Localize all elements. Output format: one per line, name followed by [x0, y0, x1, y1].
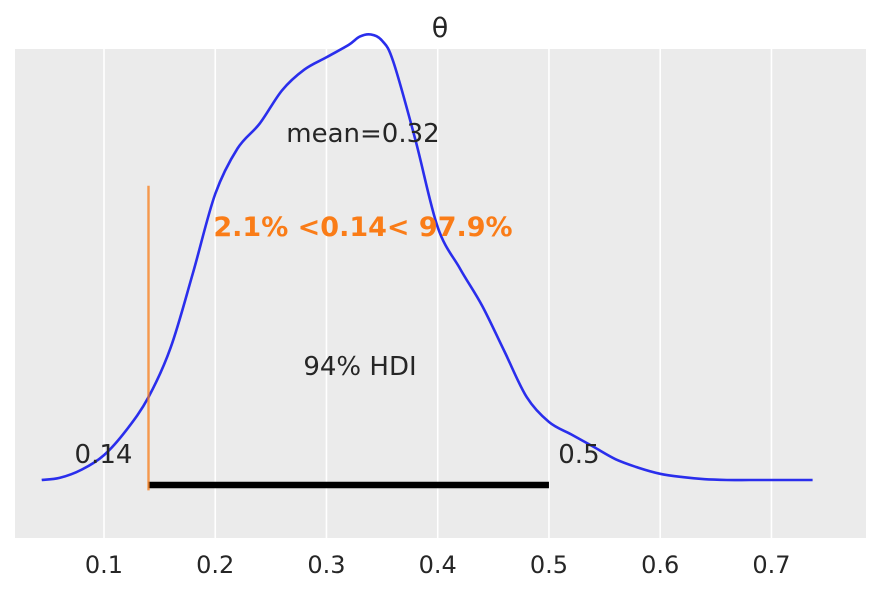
- x-tick-label: 0.5: [530, 551, 568, 579]
- plot-background: [15, 49, 866, 538]
- mean-label: mean=0.32: [286, 119, 439, 149]
- hdi-label: 94% HDI: [303, 352, 416, 382]
- grid-lines: [103, 49, 773, 538]
- x-axis-ticks: 0.1 0.2 0.3 0.4 0.5 0.6 0.7: [85, 551, 791, 579]
- chart-title: θ: [432, 13, 449, 44]
- hdi-low-label: 0.14: [75, 440, 133, 470]
- x-tick-label: 0.2: [196, 551, 234, 579]
- x-tick-label: 0.3: [307, 551, 345, 579]
- reference-label: 2.1% <0.14< 97.9%: [213, 212, 512, 243]
- hdi-high-label: 0.5: [558, 440, 599, 470]
- x-tick-label: 0.6: [641, 551, 679, 579]
- x-tick-label: 0.1: [85, 551, 123, 579]
- density-curve: [41, 32, 813, 482]
- x-tick-label: 0.4: [419, 551, 457, 579]
- x-tick-label: 0.7: [752, 551, 790, 579]
